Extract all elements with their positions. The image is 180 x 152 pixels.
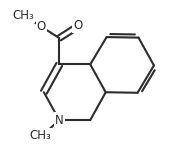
- Text: CH₃: CH₃: [13, 9, 34, 22]
- Text: CH₃: CH₃: [30, 129, 51, 142]
- Text: O: O: [73, 19, 82, 32]
- Text: O: O: [37, 20, 46, 33]
- Text: N: N: [55, 114, 64, 127]
